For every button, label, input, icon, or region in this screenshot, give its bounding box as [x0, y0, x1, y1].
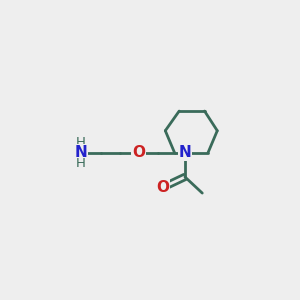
Text: N: N — [178, 145, 191, 160]
Text: O: O — [132, 145, 145, 160]
Text: H: H — [76, 157, 86, 169]
Text: O: O — [157, 180, 169, 195]
Text: N: N — [75, 145, 87, 160]
Text: H: H — [76, 136, 86, 149]
